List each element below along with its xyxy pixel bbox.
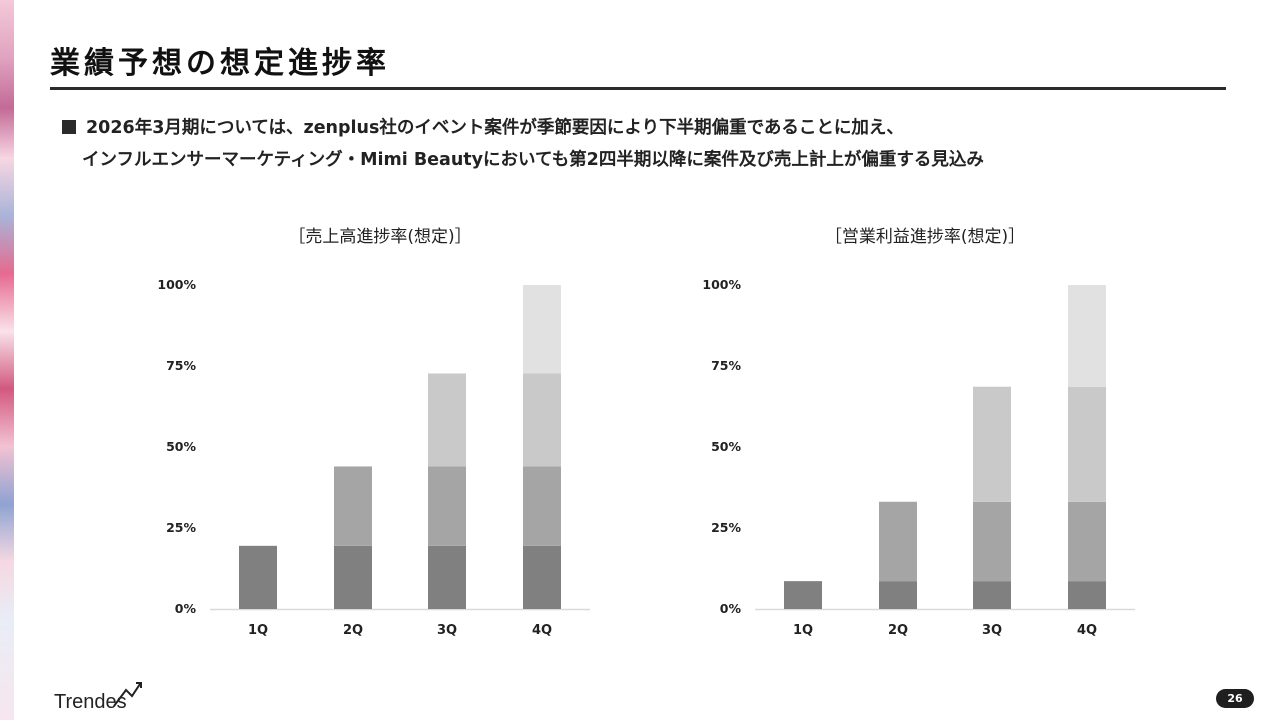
y-tick-label: 0%	[720, 601, 742, 616]
y-tick-label: 25%	[166, 520, 196, 535]
sales-progress-chart: ［売上高進捗率(想定)］ 0% 25% 50% 75% 100% 1Q 2Q 3Q 4Q	[150, 222, 610, 642]
y-tick-label: 50%	[166, 439, 196, 454]
bar-segment-4q-s2	[1068, 501, 1106, 582]
operating-profit-progress-chart-svg: 0% 25% 50% 75% 100% 1Q 2Q 3Q 4Q	[702, 277, 1135, 638]
x-category-label: 1Q	[793, 623, 813, 638]
y-tick-label: 100%	[157, 277, 196, 292]
bar-segment-3q-s3	[973, 386, 1011, 502]
bar-segment-4q-s4	[523, 285, 561, 374]
bar-segment-4q-s1	[523, 545, 561, 609]
bar-segment-1q-s1	[784, 581, 822, 609]
decorative-side-strip	[0, 0, 14, 720]
chart-title: ［営業利益進捗率(想定)］	[824, 227, 1026, 247]
bar-segment-3q-s3	[428, 373, 466, 467]
bar-segment-3q-s2	[973, 501, 1011, 582]
page-title: 業績予想の想定進捗率	[50, 46, 390, 81]
bar-segment-1q-s1	[239, 545, 277, 609]
x-category-label: 2Q	[343, 623, 363, 638]
bar-segment-2q-s2	[879, 501, 917, 582]
title-underline	[50, 87, 1226, 90]
trendes-logo: Trendes	[52, 678, 152, 714]
bar-segment-4q-s2	[523, 466, 561, 546]
bar-segment-4q-s3	[523, 373, 561, 467]
y-tick-label: 75%	[166, 358, 196, 373]
page-number-badge: 26	[1216, 689, 1254, 708]
logo-arrow-icon	[113, 683, 141, 707]
y-tick-label: 25%	[711, 520, 741, 535]
bar-segment-3q-s2	[428, 466, 466, 546]
chart-title: ［売上高進捗率(想定)］	[288, 227, 472, 247]
logo-wordmark: Trendes	[54, 691, 127, 713]
bar-segment-4q-s1	[1068, 581, 1106, 609]
trendes-logo-mark: Trendes	[54, 682, 142, 713]
operating-profit-progress-chart: ［営業利益進捗率(想定)］ 0% 25% 50% 75% 100% 1Q 2Q 3Q 4Q	[695, 222, 1155, 642]
x-category-label: 3Q	[437, 623, 457, 638]
y-tick-label: 100%	[702, 277, 741, 292]
bullet-item-continuation: インフルエンサーマーケティング・Mimi Beautyにおいても第2四半期以降に…	[82, 146, 984, 171]
x-category-label: 4Q	[1077, 623, 1097, 638]
bar-segment-4q-s3	[1068, 386, 1106, 502]
square-bullet-icon	[62, 120, 76, 134]
sales-progress-chart-svg: 0% 25% 50% 75% 100% 1Q 2Q 3Q 4Q	[157, 277, 590, 638]
y-tick-label: 75%	[711, 358, 741, 373]
x-category-label: 3Q	[982, 623, 1002, 638]
y-tick-label: 50%	[711, 439, 741, 454]
x-category-label: 2Q	[888, 623, 908, 638]
bar-segment-2q-s1	[334, 545, 372, 609]
bullet-text-line-1: 2026年3月期については、zenplus社のイベント案件が季節要因により下半期…	[86, 118, 904, 138]
bar-segment-3q-s1	[973, 581, 1011, 609]
bullet-text-line-2: インフルエンサーマーケティング・Mimi Beautyにおいても第2四半期以降に…	[82, 150, 984, 170]
bar-segment-2q-s1	[879, 581, 917, 609]
bullet-item: 2026年3月期については、zenplus社のイベント案件が季節要因により下半期…	[62, 114, 904, 139]
y-tick-label: 0%	[175, 601, 197, 616]
bar-segment-2q-s2	[334, 466, 372, 546]
bar-segment-3q-s1	[428, 545, 466, 609]
x-category-label: 4Q	[532, 623, 552, 638]
bar-segment-4q-s4	[1068, 285, 1106, 387]
x-category-label: 1Q	[248, 623, 268, 638]
